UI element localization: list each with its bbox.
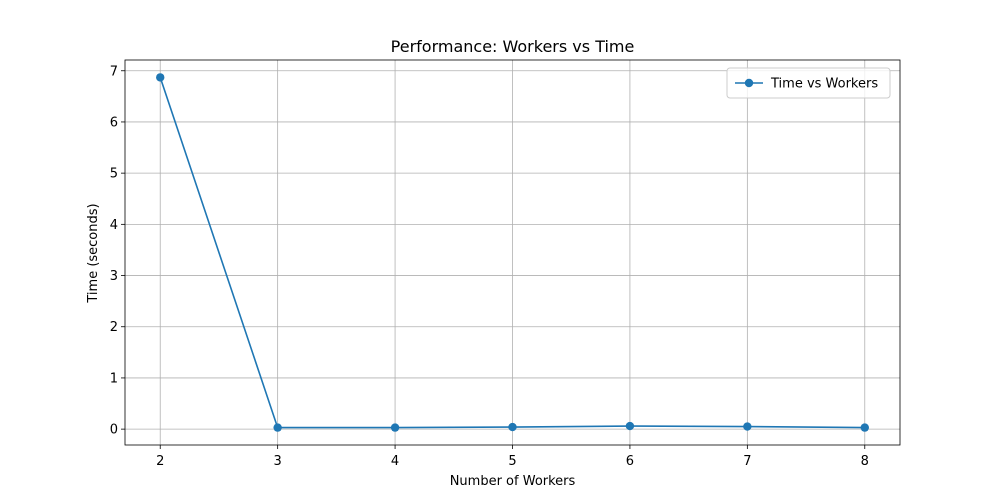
y-tick-label: 4 [110, 218, 118, 233]
x-tick-label: 4 [391, 454, 399, 469]
data-point [390, 423, 400, 432]
x-tick-label: 2 [156, 454, 164, 469]
x-tick-label: 6 [626, 454, 634, 469]
legend-box [726, 67, 891, 99]
data-point [743, 422, 752, 431]
y-tick-label: 2 [110, 320, 118, 335]
grid [125, 60, 900, 445]
y-tick-label: 5 [110, 167, 118, 182]
legend: Time vs Workers [726, 67, 891, 99]
y-tick-label: 6 [110, 115, 118, 130]
data-point [273, 423, 282, 432]
data-point [625, 421, 635, 431]
x-tick-label: 3 [274, 454, 282, 469]
y-tick-label: 1 [110, 371, 118, 386]
axes: 2 3 4 5 6 7 8 0 1 2 3 4 5 6 7 [110, 59, 901, 469]
y-tick-label: 0 [110, 423, 118, 438]
series-layer [156, 73, 869, 432]
y-axis-label: Time (seconds) [86, 203, 101, 303]
y-tick-label: 3 [110, 269, 118, 284]
x-tick-label: 8 [861, 454, 869, 469]
x-tick-label: 5 [508, 454, 516, 469]
data-point [508, 422, 517, 432]
data-point [156, 73, 165, 82]
x-axis-label: Number of Workers [450, 474, 576, 489]
y-tick-label: 7 [110, 64, 118, 79]
legend-label: Time vs Workers [770, 77, 878, 92]
x-tick-label: 7 [743, 454, 751, 469]
chart-title: Performance: Workers vs Time [391, 37, 635, 56]
legend-marker [744, 78, 754, 88]
data-point [860, 423, 869, 432]
